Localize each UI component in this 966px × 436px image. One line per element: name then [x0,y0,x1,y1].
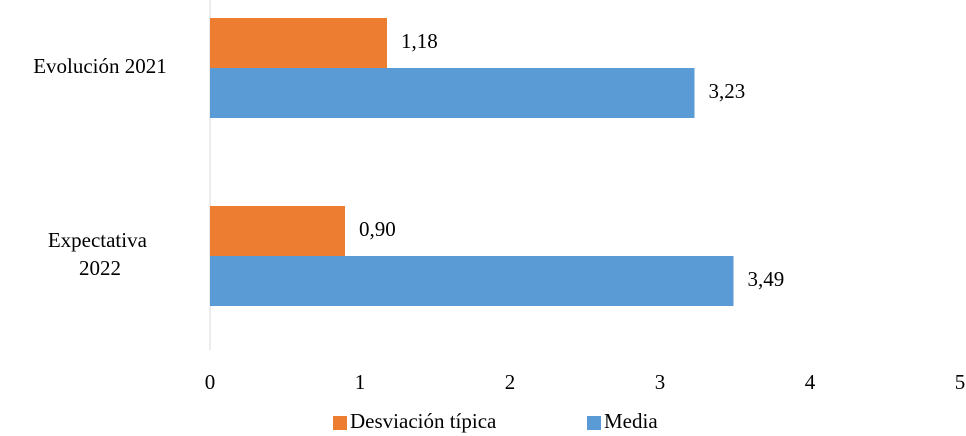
x-tick-label: 3 [655,370,666,394]
value-label: 1,18 [401,29,438,53]
x-tick-label: 0 [205,370,216,394]
legend-label: Media [604,409,658,433]
x-tick-label: 5 [955,370,966,394]
bar [210,18,387,68]
value-label: 3,49 [748,267,785,291]
legend-swatch [587,416,601,430]
bar [210,68,695,118]
legend-label: Desviación típica [350,409,497,433]
y-tick-label: Expectativa 2022 [48,228,152,280]
x-tick-label: 4 [805,370,816,394]
bar [210,256,734,306]
x-tick-label: 1 [355,370,366,394]
value-label: 0,90 [359,217,396,241]
y-tick-label: Evolución 2021 [33,54,167,78]
bar [210,206,345,256]
x-tick-label: 2 [505,370,516,394]
legend-swatch [333,416,347,430]
value-label: 3,23 [709,79,746,103]
